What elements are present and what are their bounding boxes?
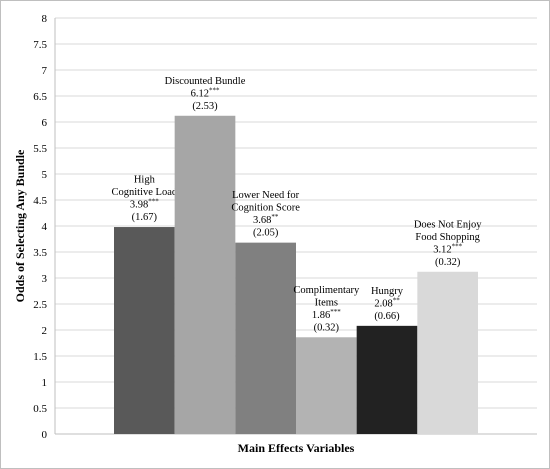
value-label: 1.86*** (312, 308, 341, 321)
y-tick-label: 7 (42, 65, 48, 77)
value-number: 3.12 (433, 244, 451, 255)
value-label: 6.12*** (191, 86, 220, 99)
value-label: 3.68** (253, 213, 279, 226)
y-tick-label: 5 (42, 169, 48, 181)
value-number: 6.12 (191, 88, 209, 99)
significance: *** (209, 86, 220, 94)
bar (417, 271, 478, 434)
error-label: (0.66) (374, 311, 400, 322)
y-tick-label: 3.5 (33, 247, 47, 259)
significance: ** (271, 213, 279, 221)
y-axis-title: Odds of Selecting Any Bundle (13, 149, 27, 302)
y-tick-label: 0 (42, 429, 48, 441)
y-tick-label: 6 (42, 117, 48, 129)
bar (114, 227, 175, 434)
y-tick-label: 0.5 (33, 403, 47, 415)
y-tick-label: 3 (42, 273, 48, 285)
y-tick-label: 2.5 (33, 299, 47, 311)
bar (174, 115, 236, 434)
y-tick-label: 1.5 (33, 351, 47, 363)
error-label: (1.67) (132, 212, 158, 223)
bar (235, 242, 296, 434)
significance: ** (393, 296, 401, 304)
bar (296, 337, 357, 434)
value-label: 2.08** (374, 296, 400, 309)
error-label: (0.32) (435, 257, 461, 268)
y-tick-label: 4.5 (33, 195, 47, 207)
value-label: 3.98*** (130, 198, 159, 211)
y-tick-label: 5.5 (33, 143, 47, 155)
bar (356, 325, 418, 434)
error-label: (2.05) (253, 228, 279, 239)
category-label: Hungry (371, 286, 404, 297)
value-number: 2.08 (374, 298, 392, 309)
significance: *** (452, 242, 463, 250)
significance: *** (330, 308, 341, 316)
category-label: Does Not Enjoy Food Shopping (414, 219, 482, 243)
y-tick-label: 2 (42, 325, 48, 337)
category-label: Discounted Bundle (165, 76, 246, 87)
value-number: 3.98 (130, 200, 148, 211)
error-label: (0.32) (314, 322, 340, 333)
y-tick-label: 8 (42, 13, 48, 25)
category-label: Complimentary Items (293, 285, 360, 309)
significance: *** (148, 198, 159, 206)
y-tick-label: 6.5 (33, 91, 47, 103)
value-label: 3.12*** (433, 242, 462, 255)
value-number: 3.68 (253, 215, 271, 226)
value-number: 1.86 (312, 310, 330, 321)
category-label: High Cognitive Load (112, 175, 178, 199)
x-axis-title: Main Effects Variables (238, 441, 355, 455)
y-tick-label: 1 (42, 377, 48, 389)
error-label: (2.53) (192, 101, 218, 112)
y-tick-label: 4 (42, 221, 48, 233)
y-tick-label: 7.5 (33, 39, 47, 51)
category-label: Lower Need for Cognition Score (231, 190, 300, 214)
